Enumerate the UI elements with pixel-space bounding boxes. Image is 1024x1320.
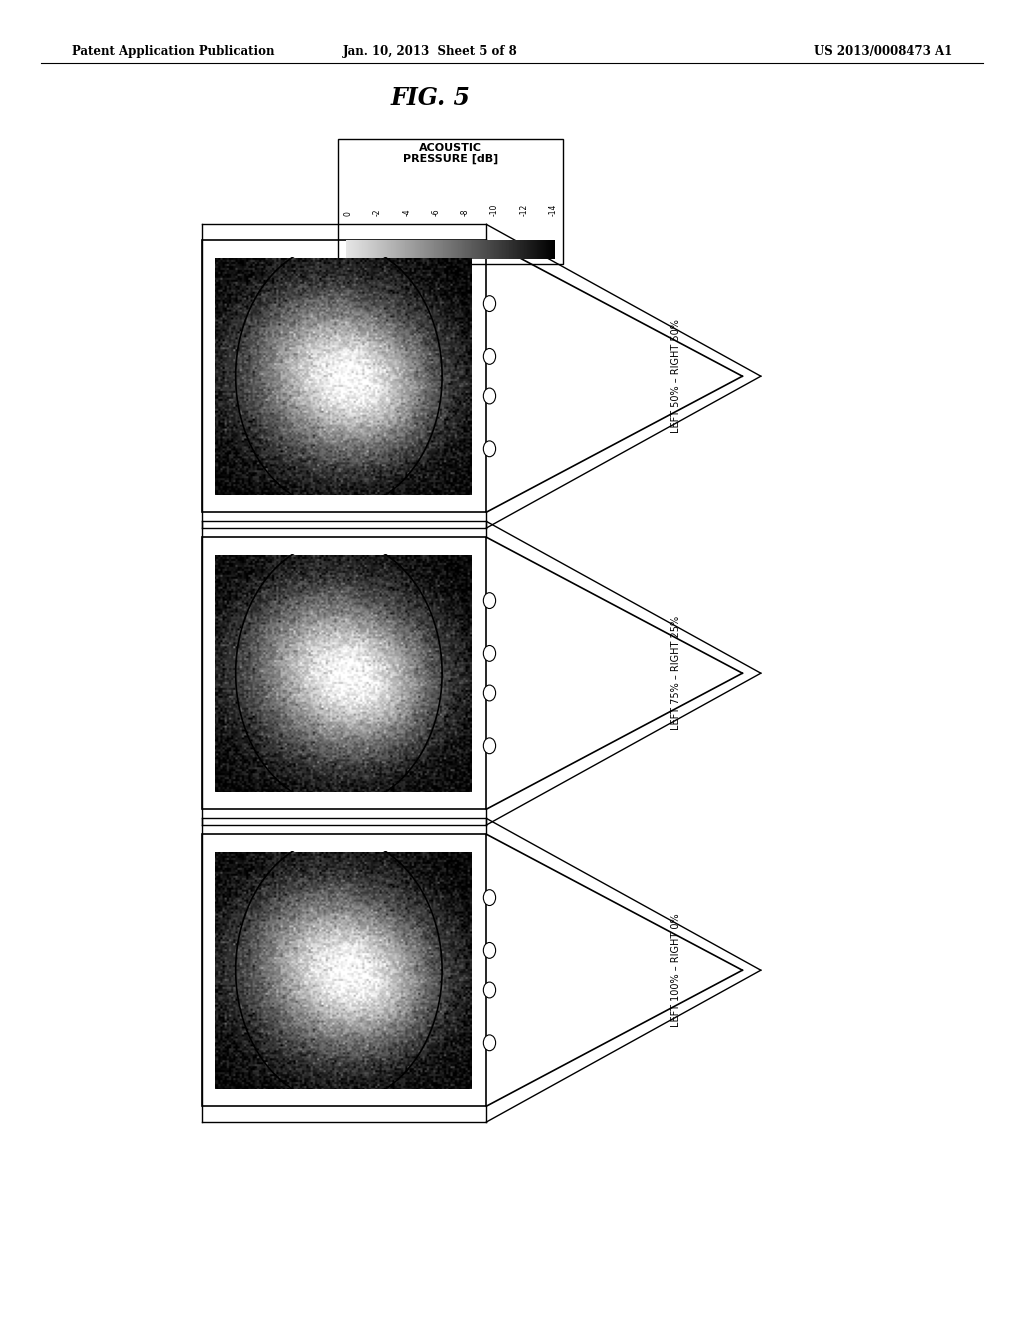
Text: Jan. 10, 2013  Sheet 5 of 8: Jan. 10, 2013 Sheet 5 of 8 xyxy=(343,45,517,58)
Text: -2: -2 xyxy=(373,209,382,216)
Text: US 2013/0008473 A1: US 2013/0008473 A1 xyxy=(814,45,952,58)
Text: -12: -12 xyxy=(519,205,528,216)
Circle shape xyxy=(483,388,496,404)
Circle shape xyxy=(483,296,496,312)
Text: Patent Application Publication: Patent Application Publication xyxy=(72,45,274,58)
Text: -8: -8 xyxy=(461,209,470,216)
Text: -14: -14 xyxy=(549,205,557,216)
Circle shape xyxy=(483,890,496,906)
Text: FIG. 5: FIG. 5 xyxy=(390,86,470,110)
Text: -4: -4 xyxy=(402,209,412,216)
Circle shape xyxy=(483,942,496,958)
Text: -10: -10 xyxy=(489,205,499,216)
Text: 0: 0 xyxy=(344,211,352,216)
Text: LEFT 75% – RIGHT 25%: LEFT 75% – RIGHT 25% xyxy=(671,616,681,730)
Text: LEFT 100% – RIGHT 0%: LEFT 100% – RIGHT 0% xyxy=(671,913,681,1027)
Circle shape xyxy=(483,1035,496,1051)
Circle shape xyxy=(483,441,496,457)
Bar xyxy=(202,834,486,1106)
Circle shape xyxy=(483,982,496,998)
Circle shape xyxy=(483,738,496,754)
Circle shape xyxy=(483,593,496,609)
Circle shape xyxy=(483,685,496,701)
Circle shape xyxy=(483,348,496,364)
Text: -6: -6 xyxy=(431,209,440,216)
Bar xyxy=(202,240,486,512)
Circle shape xyxy=(483,645,496,661)
FancyBboxPatch shape xyxy=(338,139,563,264)
Bar xyxy=(202,537,486,809)
Text: LEFT 50% – RIGHT 50%: LEFT 50% – RIGHT 50% xyxy=(671,319,681,433)
Text: ACOUSTIC
PRESSURE [dB]: ACOUSTIC PRESSURE [dB] xyxy=(402,143,499,165)
